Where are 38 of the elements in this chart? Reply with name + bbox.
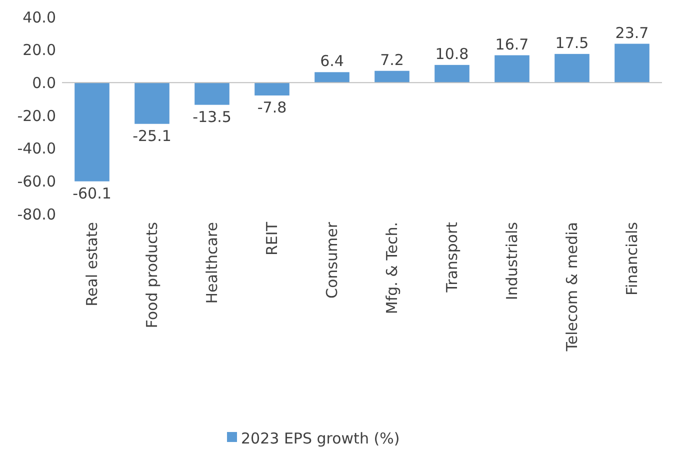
- x-tick-label: Transport: [443, 222, 461, 294]
- bar: [194, 82, 230, 105]
- bar: [434, 64, 470, 83]
- data-label: 7.2: [380, 50, 404, 69]
- bar: [614, 44, 650, 83]
- data-label: 23.7: [615, 24, 649, 42]
- data-label: 6.4: [320, 52, 344, 70]
- y-tick-label: -40.0: [17, 140, 56, 158]
- x-tick-label: Consumer: [323, 221, 341, 298]
- data-label: -60.1: [72, 184, 112, 202]
- bar: [374, 70, 410, 83]
- data-label: 16.7: [495, 35, 529, 54]
- x-tick-label: Financials: [623, 222, 641, 296]
- x-tick-label: Real estate: [83, 222, 101, 306]
- y-tick-label: -20.0: [17, 106, 56, 125]
- x-tick-label: Telecom & media: [563, 222, 581, 352]
- x-tick-label: REIT: [263, 221, 281, 256]
- bar: [314, 72, 350, 83]
- data-label: -25.1: [132, 126, 172, 145]
- data-label: -13.5: [192, 108, 232, 126]
- y-tick-label: 20.0: [22, 41, 56, 60]
- bar: [494, 55, 530, 83]
- bar: [74, 82, 110, 182]
- y-tick-label: -60.0: [17, 172, 56, 190]
- bar: [134, 82, 170, 124]
- bar: [554, 54, 590, 83]
- legend-label: 2023 EPS growth (%): [241, 429, 400, 448]
- x-tick-label: Mfg. & Tech.: [383, 222, 401, 314]
- y-tick-label: -80.0: [17, 205, 56, 224]
- x-tick-label: Industrials: [503, 222, 521, 300]
- x-tick-label: Food products: [143, 222, 161, 328]
- y-tick-label: 40.0: [22, 8, 56, 26]
- bar: [254, 82, 290, 96]
- data-label: 10.8: [435, 44, 469, 63]
- y-tick-label: 0.0: [32, 74, 56, 92]
- data-label: -7.8: [257, 98, 287, 116]
- x-tick-label: Healthcare: [203, 222, 221, 304]
- data-label: 17.5: [555, 34, 589, 52]
